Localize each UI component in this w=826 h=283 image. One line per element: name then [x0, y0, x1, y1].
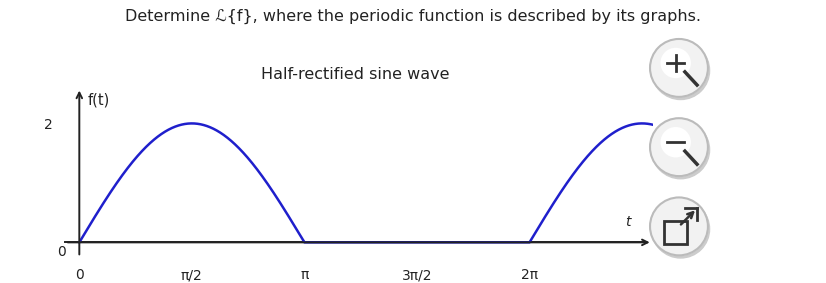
Circle shape — [650, 39, 708, 97]
Text: f(t): f(t) — [88, 92, 110, 107]
Circle shape — [662, 128, 690, 156]
Text: 0: 0 — [57, 245, 66, 259]
Title: Half-rectified sine wave: Half-rectified sine wave — [261, 67, 449, 82]
Text: Determine ℒ{f}, where the periodic function is described by its graphs.: Determine ℒ{f}, where the periodic funct… — [125, 8, 701, 24]
Circle shape — [652, 200, 710, 258]
Text: t: t — [624, 215, 630, 229]
Circle shape — [652, 42, 710, 100]
Circle shape — [650, 198, 708, 255]
Bar — [664, 222, 687, 245]
Circle shape — [650, 118, 708, 176]
Circle shape — [652, 121, 710, 179]
Circle shape — [662, 49, 690, 77]
